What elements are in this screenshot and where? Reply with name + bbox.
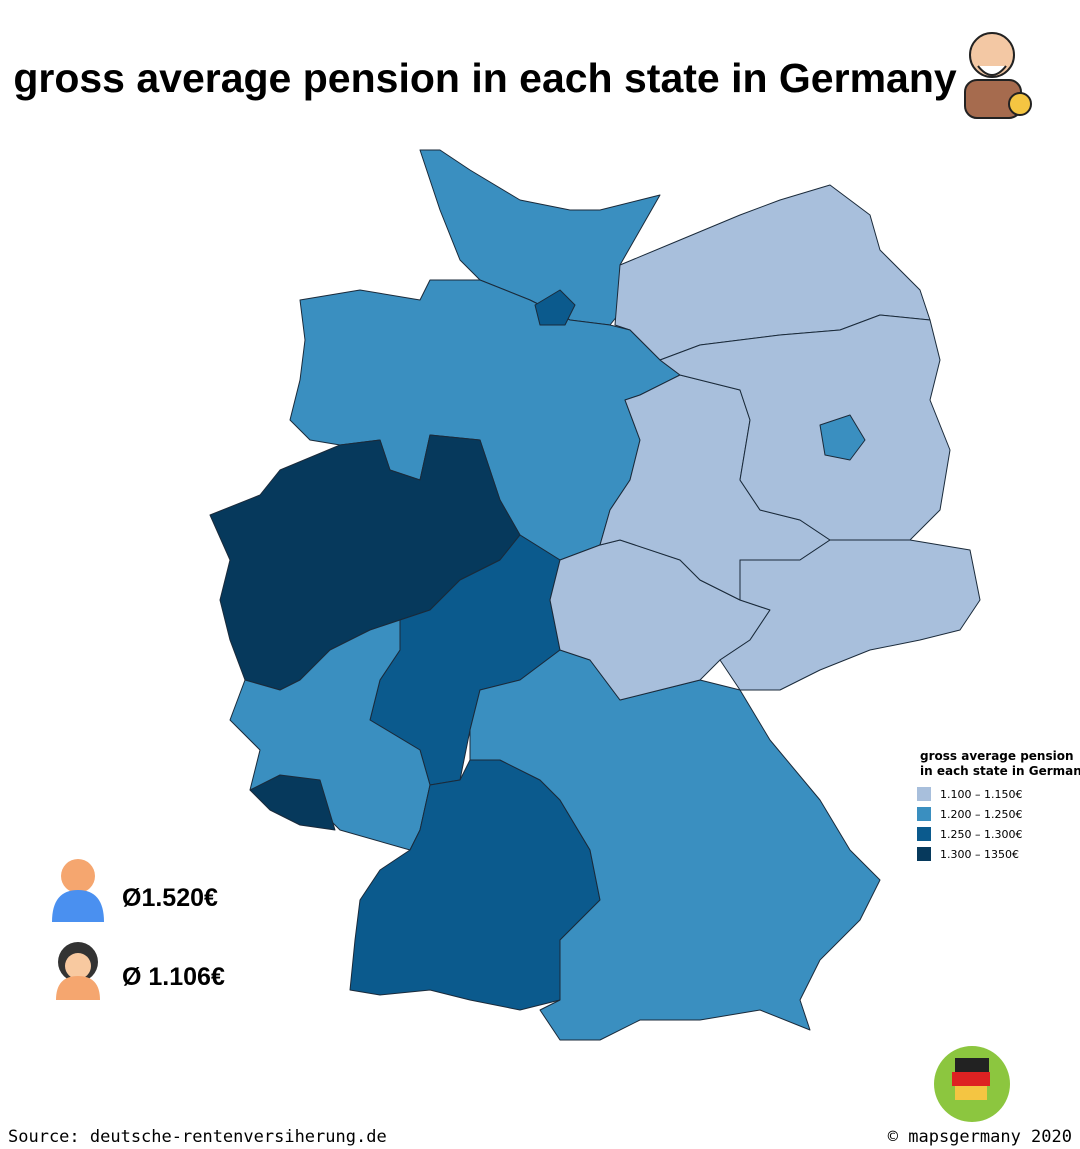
men-average: Ø1.520€ <box>122 884 218 912</box>
legend-swatch <box>917 827 931 841</box>
legend-label: 1.250 – 1.300€ <box>940 828 1022 841</box>
pensioner-icon <box>964 32 1032 119</box>
map <box>209 149 981 1041</box>
copyright: © mapsgermany 2020 <box>888 1127 1072 1147</box>
state <box>534 289 576 326</box>
women-average: Ø 1.106€ <box>122 963 225 991</box>
state <box>719 539 981 691</box>
legend-label: 1.300 – 1350€ <box>940 848 1019 861</box>
title: gross average pension in each state in G… <box>13 55 957 101</box>
legend-swatch <box>917 807 931 821</box>
woman-icon <box>56 942 100 1000</box>
legend-title: gross average pension <box>920 749 1074 763</box>
legend-label: 1.100 – 1.150€ <box>940 788 1022 801</box>
legend-swatch <box>917 787 931 801</box>
source: Source: deutsche-rentenversiherung.de <box>8 1127 387 1147</box>
state <box>659 314 951 541</box>
state <box>819 414 866 461</box>
legend-title: in each state in Germany <box>920 764 1080 778</box>
legend-swatch <box>917 847 931 861</box>
logo <box>934 1046 1010 1122</box>
legend-label: 1.200 – 1.250€ <box>940 808 1022 821</box>
man-icon <box>52 859 104 922</box>
state <box>249 774 336 831</box>
